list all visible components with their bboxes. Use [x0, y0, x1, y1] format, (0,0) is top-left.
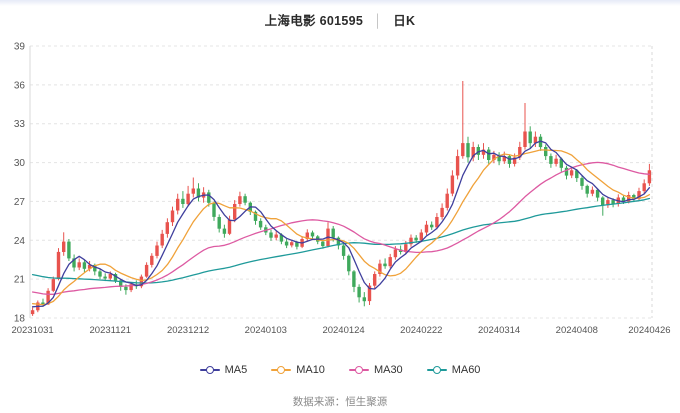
title-separator: │: [374, 14, 383, 28]
x-tick-label: 20231121: [90, 325, 132, 336]
legend-label: MA5: [224, 364, 248, 376]
y-tick-label: 24: [14, 236, 26, 247]
y-tick-label: 39: [14, 42, 26, 53]
ma-lines: [31, 140, 651, 308]
chart-title: 上海电影 601595 │ 日K: [0, 10, 680, 29]
x-tick-label: 20240314: [478, 325, 520, 336]
axis-lines: [29, 46, 653, 318]
legend-label: MA60: [451, 364, 481, 376]
top-gradient-strip: [0, 0, 680, 6]
x-tick-label: 20231212: [167, 325, 209, 336]
ma-line-ma60: [31, 197, 651, 284]
y-tick-label: 27: [14, 197, 26, 208]
y-tick-label: 21: [14, 275, 26, 286]
ma-line-ma5: [31, 140, 651, 308]
stock-name: 上海电影 601595: [264, 14, 364, 28]
candles[interactable]: [30, 81, 652, 316]
x-tick-label: 20231031: [11, 325, 53, 336]
legend-label: MA10: [296, 364, 325, 376]
legend-item-ma60[interactable]: MA60: [426, 364, 481, 376]
x-tick-label: 20240222: [400, 325, 442, 336]
x-tick-label: 20240124: [322, 325, 364, 336]
legend-marker-ma5: [199, 365, 220, 375]
data-source: 数据来源：恒生聚源: [292, 396, 388, 408]
x-tick-label: 20240103: [245, 325, 287, 336]
legend-label: MA30: [373, 364, 403, 376]
y-tick-label: 33: [14, 119, 26, 130]
x-axis-labels: 20231031 20231121 20231212 20240103 20240124…: [11, 325, 670, 336]
legend-item-ma10[interactable]: MA10: [271, 364, 325, 376]
y-tick-label: 18: [14, 314, 26, 325]
legend-item-ma30[interactable]: MA30: [348, 364, 403, 376]
y-axis-labels: 39 36 33 30 27 24 21 18: [14, 42, 26, 325]
legend-marker-ma60: [426, 365, 447, 375]
legend-marker-ma30: [348, 365, 369, 375]
legend-marker-ma10: [271, 365, 292, 375]
x-tick-label: 20240426: [628, 325, 670, 336]
y-tick-label: 36: [14, 80, 26, 91]
legend-item-ma5[interactable]: MA5: [199, 364, 248, 376]
y-tick-label: 30: [14, 158, 26, 169]
period-label: 日K: [393, 14, 416, 28]
gridlines: [30, 45, 652, 319]
ma-legend: MA5 MA10 MA30 MA60: [0, 361, 680, 379]
ma-line-ma10: [31, 149, 651, 306]
x-tick-label: 20240408: [556, 325, 598, 336]
